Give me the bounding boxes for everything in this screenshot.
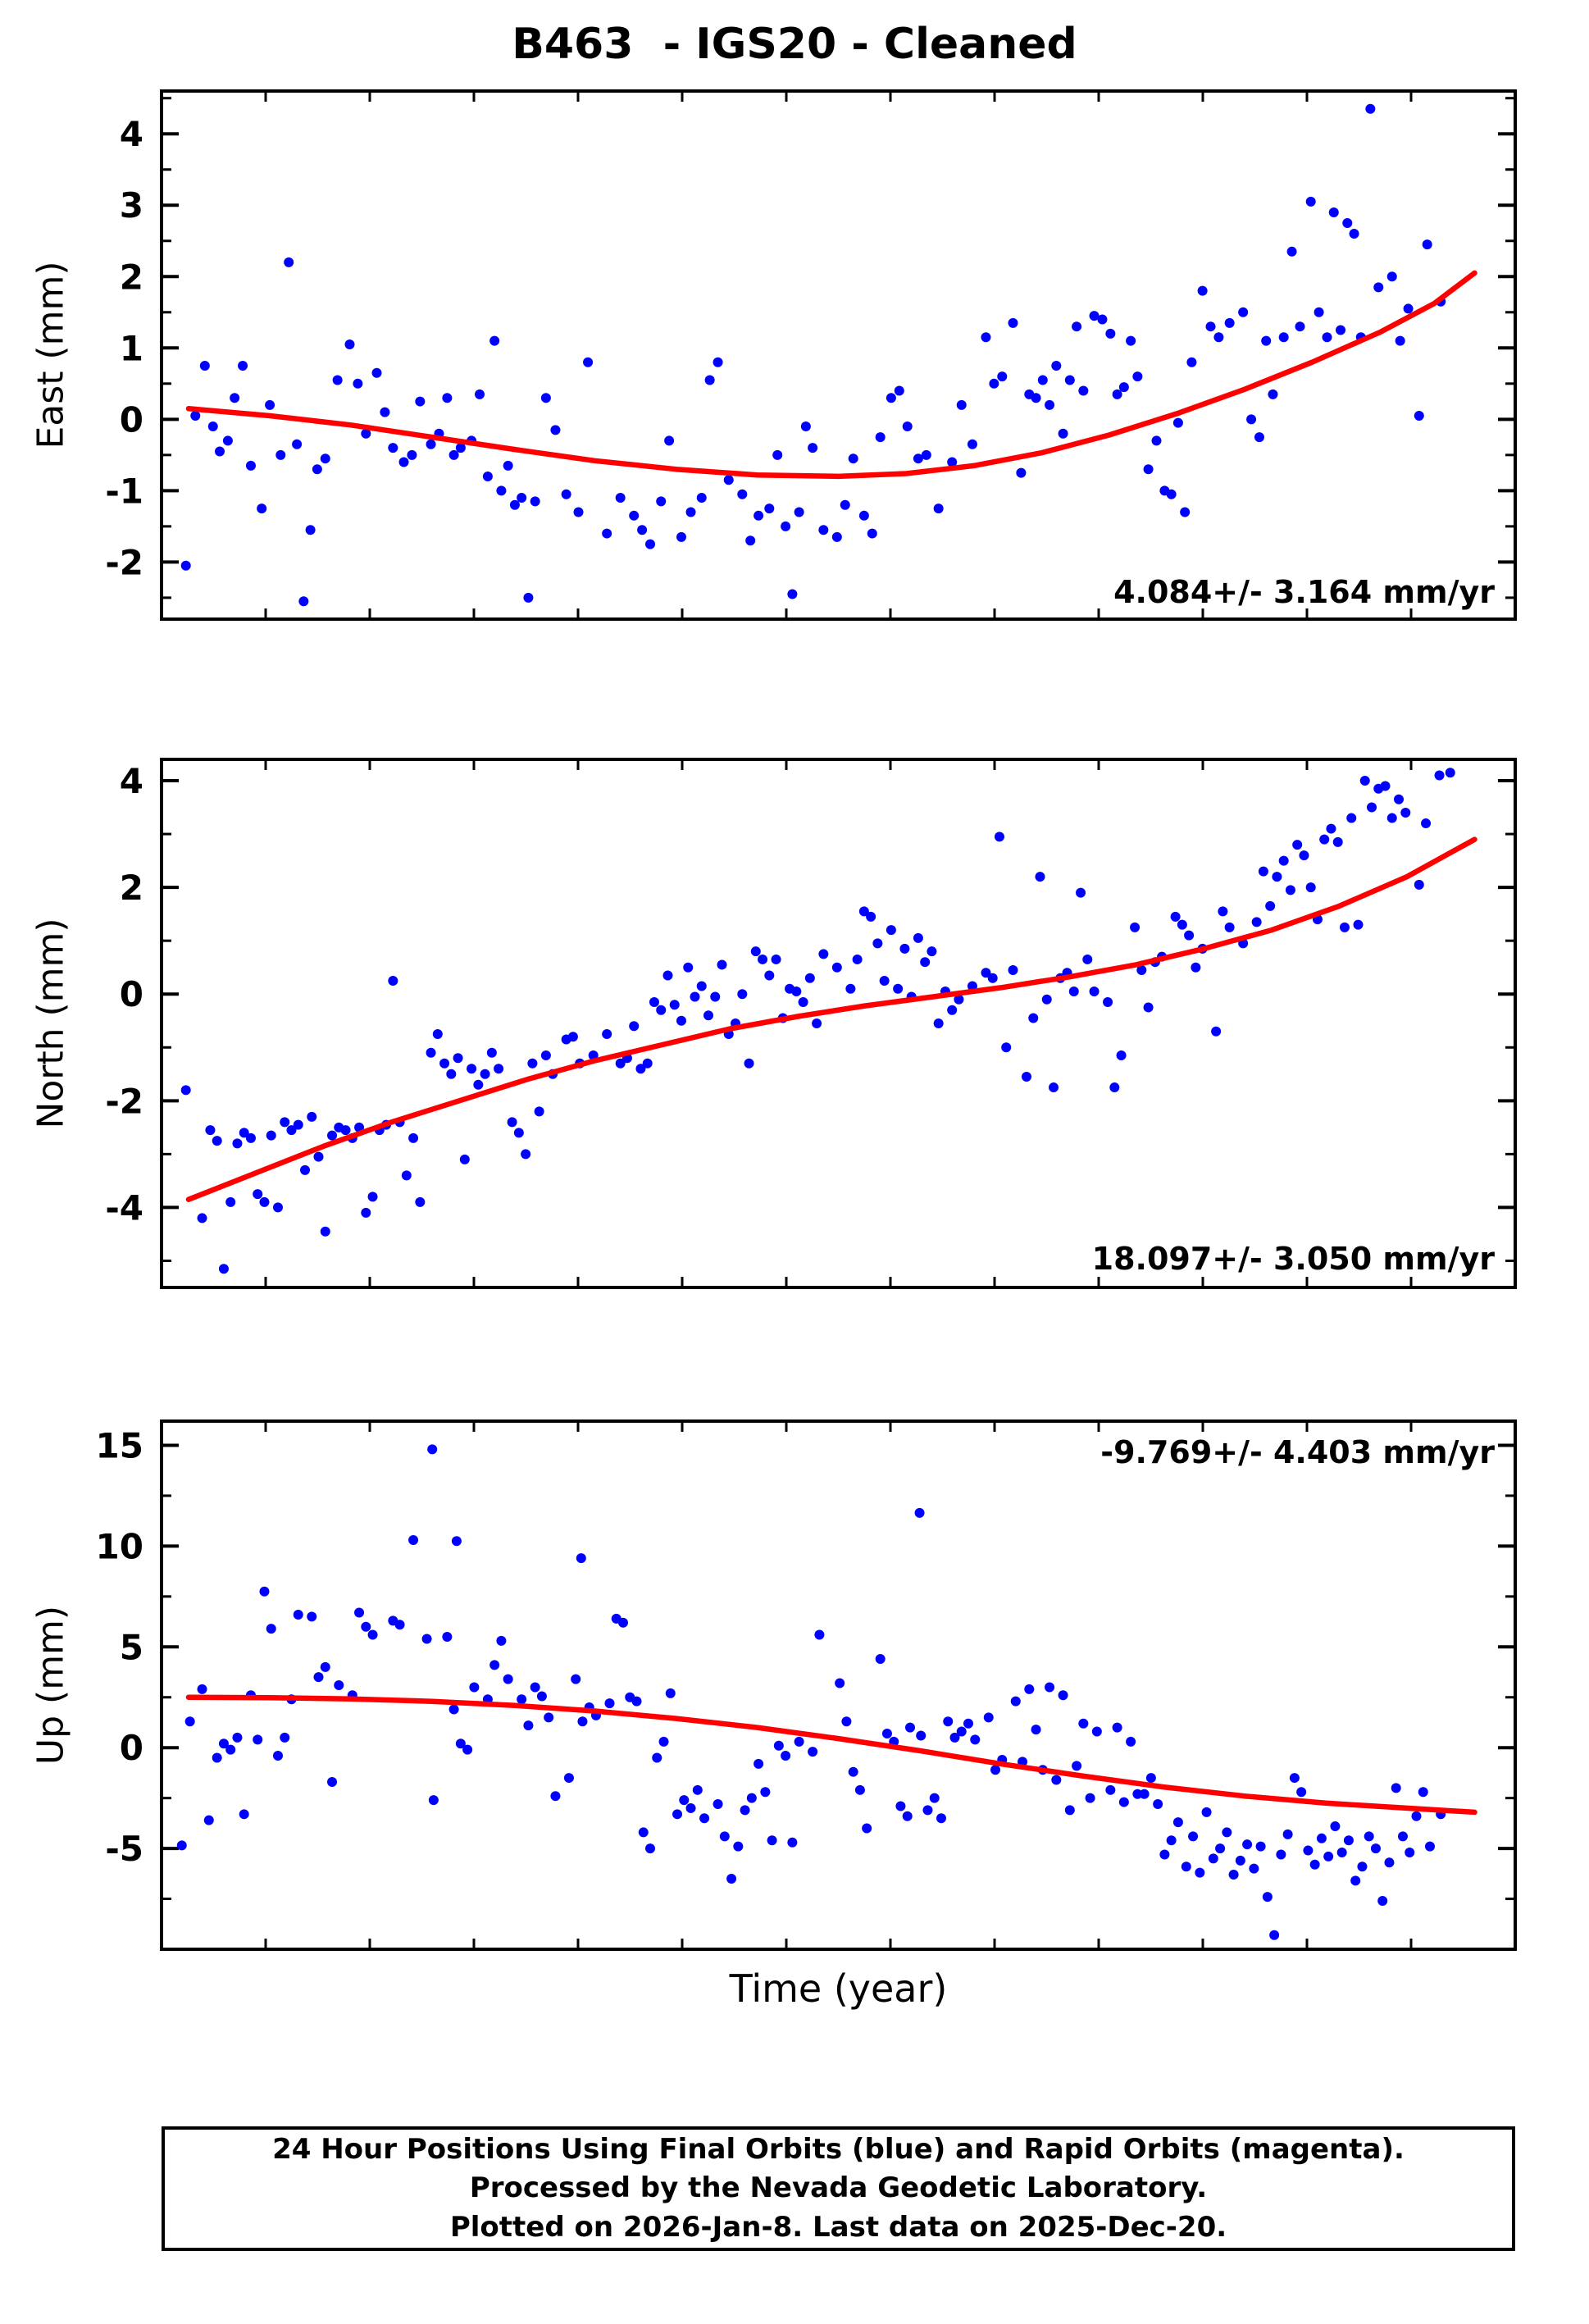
y-tick-label: -2 [105, 1081, 143, 1121]
east-panel: -2 -1 0 1 2 3 4 [105, 89, 1517, 621]
y-tick-label: 3 [120, 185, 143, 226]
up-rate-annotation: -9.769+/- 4.403 mm/yr [1100, 1434, 1495, 1470]
east-axis-label: East (mm) [30, 261, 72, 449]
x-axis-label: Time (year) [729, 1966, 948, 2011]
y-tick-label: 4 [120, 761, 143, 801]
footer-line-2: Processed by the Nevada Geodetic Laborat… [469, 2171, 1208, 2205]
up-panel: -5 0 5 10 15 [96, 1419, 1517, 1951]
footer-box: 24 Hour Positions Using Final Orbits (bl… [162, 2126, 1515, 2251]
y-tick-label: 0 [120, 974, 143, 1014]
y-tick-label: -5 [105, 1829, 143, 1869]
trend-line [185, 836, 1477, 1202]
y-tick-label: 15 [96, 1425, 143, 1465]
y-tick-label: 10 [96, 1526, 143, 1566]
y-tick-label: -4 [105, 1187, 143, 1228]
y-tick-label: 2 [120, 257, 143, 297]
north-rate-annotation: 18.097+/- 3.050 mm/yr [1091, 1241, 1495, 1277]
y-tick-label: 4 [120, 114, 143, 154]
north-panel: -4 -2 0 2 4 [105, 758, 1517, 1289]
scatter-points [180, 103, 1446, 607]
north-axis-label: North (mm) [30, 918, 72, 1129]
axis-ticks: -4 -2 0 2 4 [105, 759, 1515, 1287]
y-tick-label: 0 [120, 1728, 143, 1768]
up-axis-label: Up (mm) [30, 1605, 72, 1766]
east-rate-annotation: 4.084+/- 3.164 mm/yr [1113, 574, 1495, 610]
y-tick-label: -2 [105, 542, 143, 582]
y-tick-label: 1 [120, 328, 143, 368]
scatter-points [176, 1444, 1446, 1940]
axis-ticks: -2 -1 0 1 2 3 4 [105, 91, 1515, 619]
panel-border [160, 89, 1517, 621]
y-tick-label: -1 [105, 471, 143, 511]
footer-line-1: 24 Hour Positions Using Final Orbits (bl… [272, 2132, 1405, 2166]
trend-line [185, 270, 1477, 480]
scatter-points [180, 768, 1455, 1274]
panel-border [160, 758, 1517, 1289]
y-tick-label: 5 [120, 1627, 143, 1667]
axis-ticks: -5 0 5 10 15 [96, 1421, 1515, 1949]
footer-line-3: Plotted on 2026-Jan-8. Last data on 2025… [449, 2210, 1227, 2244]
panel-border [160, 1419, 1517, 1951]
y-tick-label: 2 [120, 868, 143, 908]
trend-line [185, 1694, 1477, 1816]
page-title: B463 - IGS20 - Cleaned [512, 20, 1077, 69]
y-tick-label: 0 [120, 399, 143, 440]
